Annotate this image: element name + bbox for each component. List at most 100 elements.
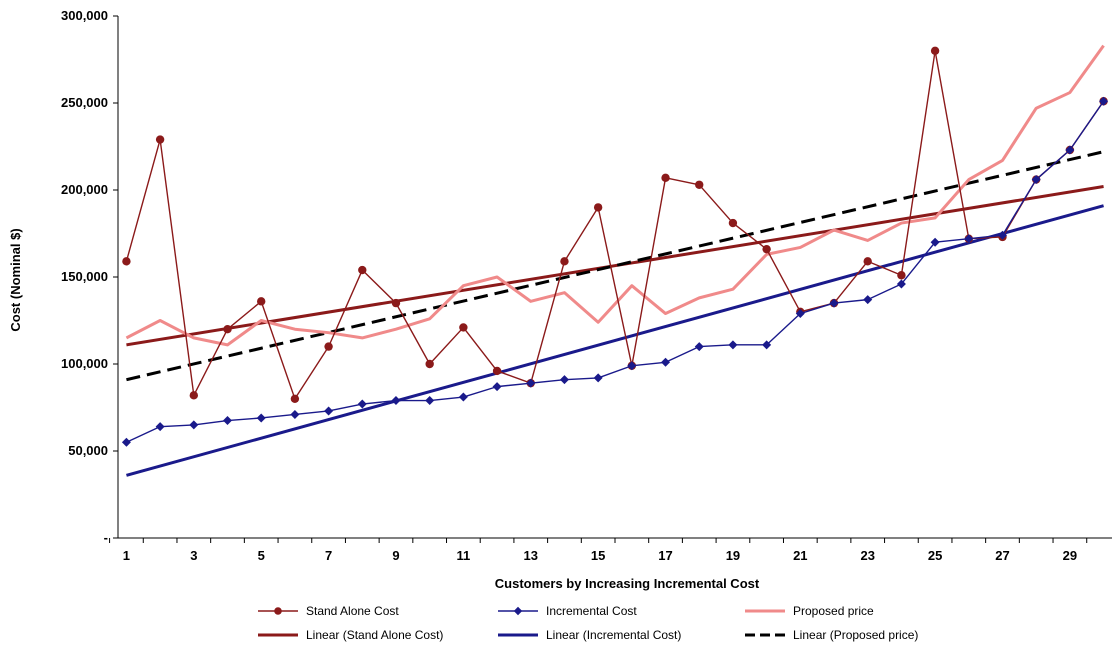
data-point (661, 357, 671, 367)
legend-label: Incremental Cost (546, 604, 637, 618)
data-point (257, 297, 266, 306)
data-point (223, 325, 232, 334)
y-tick-label: 150,000 (61, 269, 108, 284)
y-tick-label: - (104, 530, 108, 545)
y-axis-title: Cost (Nominal $) (8, 228, 23, 331)
x-tick-label: 29 (1063, 548, 1077, 563)
series-line-incremental-cost (126, 100, 1105, 443)
series-line-stand-alone-cost (125, 50, 1105, 400)
data-point (324, 406, 334, 416)
x-tick-label: 19 (726, 548, 740, 563)
data-point (627, 361, 637, 371)
data-point (189, 420, 199, 430)
series-line-proposed-price (125, 44, 1105, 347)
data-point (492, 366, 502, 376)
x-tick-label: 23 (860, 548, 874, 563)
y-tick-label: 200,000 (61, 182, 108, 197)
data-point (728, 340, 738, 350)
data-point (863, 257, 872, 266)
x-tick-label: 27 (995, 548, 1009, 563)
series-linear-incremental-cost (126, 204, 1104, 477)
x-tick-label: 7 (325, 548, 332, 563)
data-point (290, 394, 300, 403)
tick-labels: - 50,000 100,000 150,000 200,000 250,000 300,0… (61, 8, 1077, 563)
x-tick-label: 9 (392, 548, 399, 563)
legend-item-linear-proposed-price: Linear (Proposed price) (745, 628, 918, 642)
data-point (829, 298, 839, 308)
x-tick-label: 25 (928, 548, 942, 563)
data-point (155, 135, 165, 144)
data-point (189, 391, 199, 400)
data-point (425, 396, 435, 406)
data-point (492, 382, 502, 392)
data-point (795, 309, 805, 319)
legend-label: Linear (Proposed price) (793, 628, 918, 642)
y-tick-label: 250,000 (61, 95, 108, 110)
data-point (964, 234, 974, 244)
axes (109, 15, 1112, 543)
legend-item-proposed-price: Proposed price (745, 604, 874, 618)
data-point (121, 437, 131, 447)
legend-label: Linear (Incremental Cost) (546, 628, 681, 642)
legend-marker (274, 607, 282, 615)
data-point (728, 218, 738, 228)
data-point (762, 340, 772, 350)
legend-marker (513, 606, 523, 616)
data-point (425, 359, 434, 369)
series-proposed-price (125, 44, 1105, 347)
data-point (694, 342, 704, 352)
x-tick-label: 1 (123, 548, 130, 563)
data-point (357, 399, 367, 409)
trendline-linear-stand-alone-cost (126, 185, 1104, 347)
x-axis-title: Customers by Increasing Incremental Cost (495, 576, 760, 591)
data-point (997, 230, 1007, 240)
data-point (930, 237, 940, 247)
data-point (559, 375, 569, 385)
legend-label: Stand Alone Cost (306, 604, 399, 618)
x-tick-label: 3 (190, 548, 197, 563)
trendline-linear-incremental-cost (126, 204, 1104, 477)
y-tick-label: 300,000 (61, 8, 108, 23)
data-point (391, 396, 401, 406)
series-stand-alone-cost (122, 46, 1108, 403)
legend-item-linear-stand-alone-cost: Linear (Stand Alone Cost) (258, 628, 443, 642)
legend: Stand Alone Cost Incremental Cost Proposed… (258, 604, 918, 642)
data-point (896, 279, 906, 289)
data-point (1065, 145, 1075, 155)
data-point (458, 392, 468, 402)
y-tick-label: 100,000 (61, 356, 108, 371)
data-point (358, 265, 367, 275)
data-point (324, 342, 333, 351)
legend-item-stand-alone-cost: Stand Alone Cost (258, 604, 399, 618)
data-point (863, 295, 873, 305)
data-point (661, 173, 670, 183)
x-tick-label: 17 (658, 548, 672, 563)
legend-item-incremental-cost: Incremental Cost (498, 604, 637, 618)
data-point (122, 257, 131, 266)
series-layer (121, 44, 1109, 477)
data-point (930, 46, 940, 55)
x-tick-label: 13 (524, 548, 538, 563)
legend-label: Linear (Stand Alone Cost) (306, 628, 443, 642)
legend-item-linear-incremental-cost: Linear (Incremental Cost) (498, 628, 681, 642)
data-point (560, 257, 569, 266)
data-point (762, 244, 771, 254)
data-point (1099, 96, 1109, 106)
series-linear-stand-alone-cost (126, 185, 1104, 347)
x-tick-label: 21 (793, 548, 807, 563)
data-point (593, 373, 603, 383)
x-tick-label: 15 (591, 548, 605, 563)
x-tick-label: 11 (456, 548, 470, 563)
data-point (155, 422, 165, 432)
legend-label: Proposed price (793, 604, 874, 618)
data-point (1031, 175, 1041, 185)
data-point (897, 271, 906, 280)
data-point (695, 180, 704, 189)
data-point (256, 413, 266, 423)
data-point (593, 203, 603, 212)
x-tick-label: 5 (258, 548, 265, 563)
data-point (459, 323, 468, 332)
data-point (391, 298, 401, 308)
